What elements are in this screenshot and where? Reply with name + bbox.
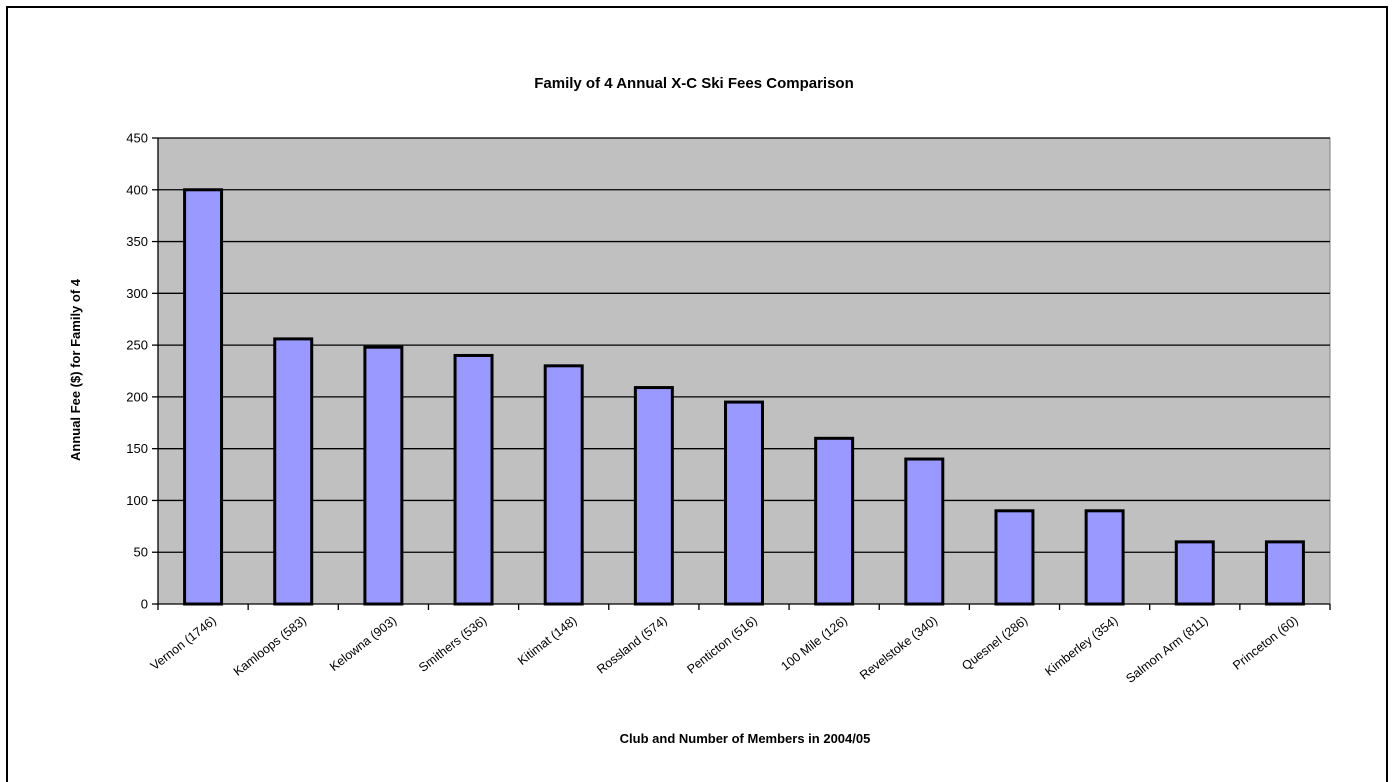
- bar: [724, 400, 764, 606]
- chart-title: Family of 4 Annual X-C Ski Fees Comparis…: [534, 75, 854, 92]
- bar: [633, 386, 674, 606]
- x-tick-label: Salmon Arm (811): [1123, 613, 1210, 685]
- y-tick-label: 0: [141, 597, 148, 612]
- bar: [453, 353, 494, 606]
- x-tick-label: Quesnel (286): [959, 613, 1030, 673]
- x-tick-label: Rossland (574): [594, 613, 669, 676]
- y-tick-labels: 0 50 100 150 200 250 300 350 400 450: [126, 131, 148, 612]
- axes: [152, 137, 1331, 610]
- x-tick-label: Princeton (60): [1230, 613, 1300, 672]
- x-tick-label: Kelowna (903): [327, 613, 399, 674]
- x-tick-label: Vernon (1746): [148, 613, 219, 673]
- bar: [994, 509, 1035, 606]
- bar: [543, 364, 584, 606]
- bar: [814, 436, 855, 606]
- y-tick-label: 450: [126, 131, 148, 146]
- x-axis-title: Club and Number of Members in 2004/05: [620, 731, 871, 746]
- x-tick-label: Kimberley (354): [1042, 613, 1120, 678]
- x-tick-label: Revelstoke (340): [857, 613, 940, 682]
- y-tick-label: 300: [126, 286, 148, 301]
- y-tick-label: 250: [126, 338, 148, 353]
- bar: [1264, 540, 1305, 606]
- bar: [363, 345, 404, 606]
- bar: [1174, 540, 1215, 606]
- x-tick-label: Penticton (516): [684, 613, 759, 676]
- y-tick-label: 200: [126, 389, 148, 404]
- x-tick-label: Kamloops (583): [231, 613, 309, 678]
- bar: [904, 457, 945, 606]
- bar: [273, 337, 314, 606]
- x-tick-labels: Vernon (1746) Kamloops (583) Kelowna (903)…: [148, 613, 1301, 685]
- x-tick-label: Kitimat (148): [515, 613, 579, 668]
- bar: [183, 188, 224, 606]
- y-tick-label: 100: [126, 493, 148, 508]
- y-axis-title: Annual Fee ($) for Family of 4: [68, 278, 83, 461]
- y-tick-label: 400: [126, 182, 148, 197]
- y-tick-label: 50: [134, 545, 148, 560]
- bar: [1084, 509, 1125, 606]
- y-tick-label: 150: [126, 441, 148, 456]
- x-tick-label: Smithers (536): [416, 613, 489, 675]
- x-tick-label: 100 Mile (126): [778, 613, 850, 673]
- y-tick-label: 350: [126, 234, 148, 249]
